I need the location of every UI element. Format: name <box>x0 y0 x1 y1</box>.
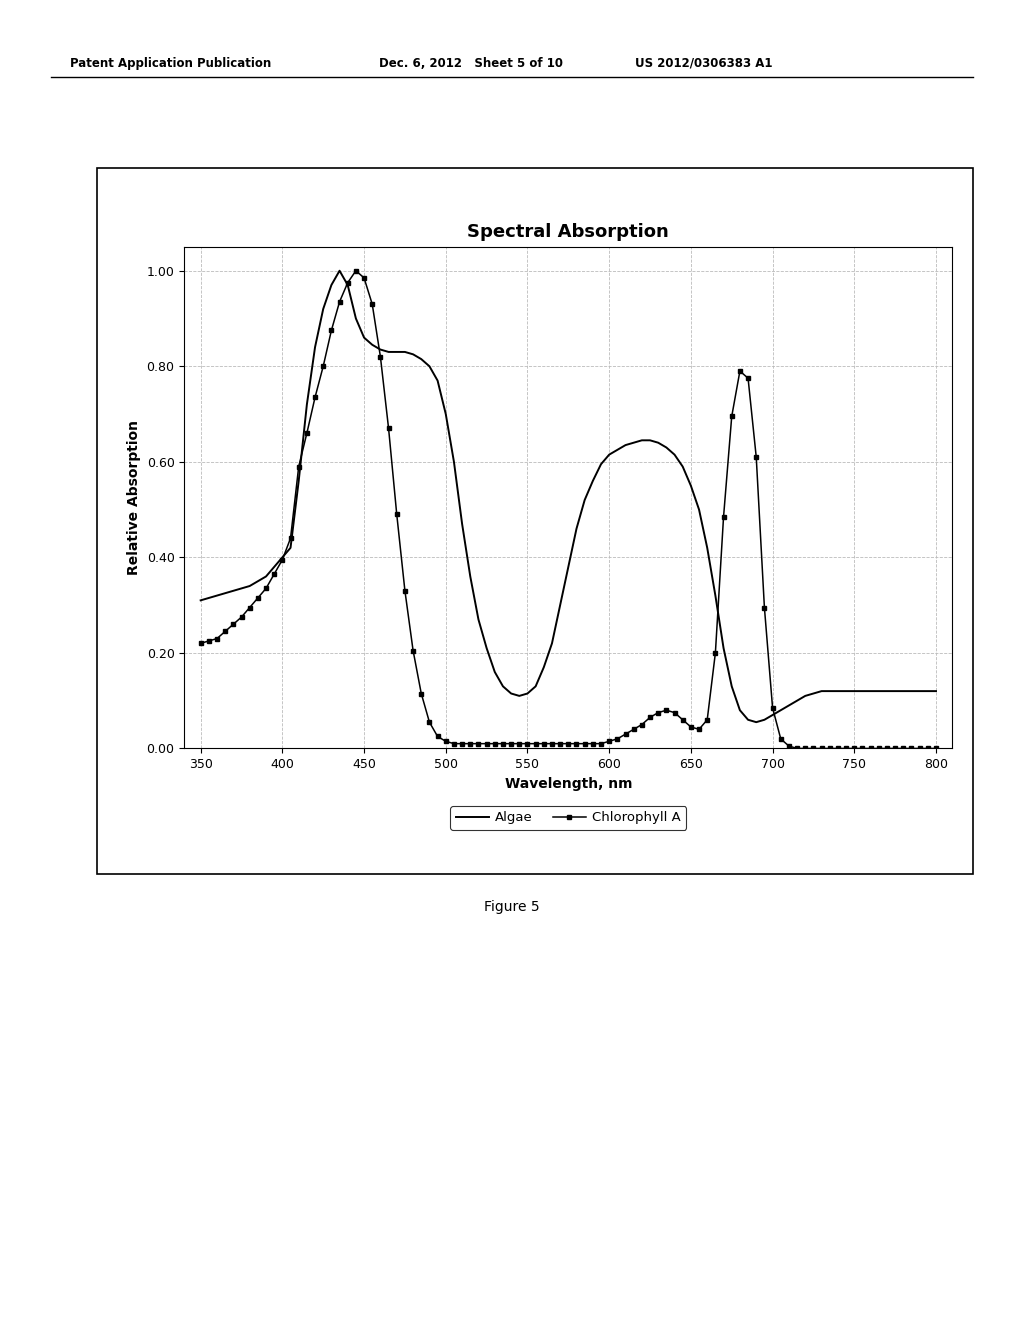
Algae <box>831 684 844 700</box>
Chlorophyll A <box>831 741 844 756</box>
Algae <box>930 684 942 700</box>
Chlorophyll A <box>374 348 386 364</box>
Y-axis label: Relative Absorption: Relative Absorption <box>127 420 141 576</box>
Algae <box>922 684 934 700</box>
Line: Algae: Algae <box>201 271 936 722</box>
X-axis label: Wavelength, nm: Wavelength, nm <box>505 776 632 791</box>
Algae <box>285 540 297 556</box>
Chlorophyll A <box>390 507 402 523</box>
Chlorophyll A <box>922 741 934 756</box>
Text: Patent Application Publication: Patent Application Publication <box>70 57 271 70</box>
Text: US 2012/0306383 A1: US 2012/0306383 A1 <box>635 57 772 70</box>
Chlorophyll A <box>195 635 207 651</box>
Chlorophyll A <box>930 741 942 756</box>
Chlorophyll A <box>285 531 297 546</box>
Chlorophyll A <box>791 741 803 756</box>
Text: Dec. 6, 2012   Sheet 5 of 10: Dec. 6, 2012 Sheet 5 of 10 <box>379 57 563 70</box>
Algae <box>751 714 763 730</box>
Text: Figure 5: Figure 5 <box>484 900 540 913</box>
Algae <box>374 342 386 358</box>
Algae <box>334 263 346 279</box>
Line: Chlorophyll A: Chlorophyll A <box>199 269 938 751</box>
Chlorophyll A <box>350 263 362 279</box>
Algae <box>390 345 402 360</box>
Algae <box>628 434 640 450</box>
Algae <box>195 593 207 609</box>
Legend: Algae, Chlorophyll A: Algae, Chlorophyll A <box>451 807 686 830</box>
Title: Spectral Absorption: Spectral Absorption <box>467 223 670 242</box>
Chlorophyll A <box>628 722 640 738</box>
